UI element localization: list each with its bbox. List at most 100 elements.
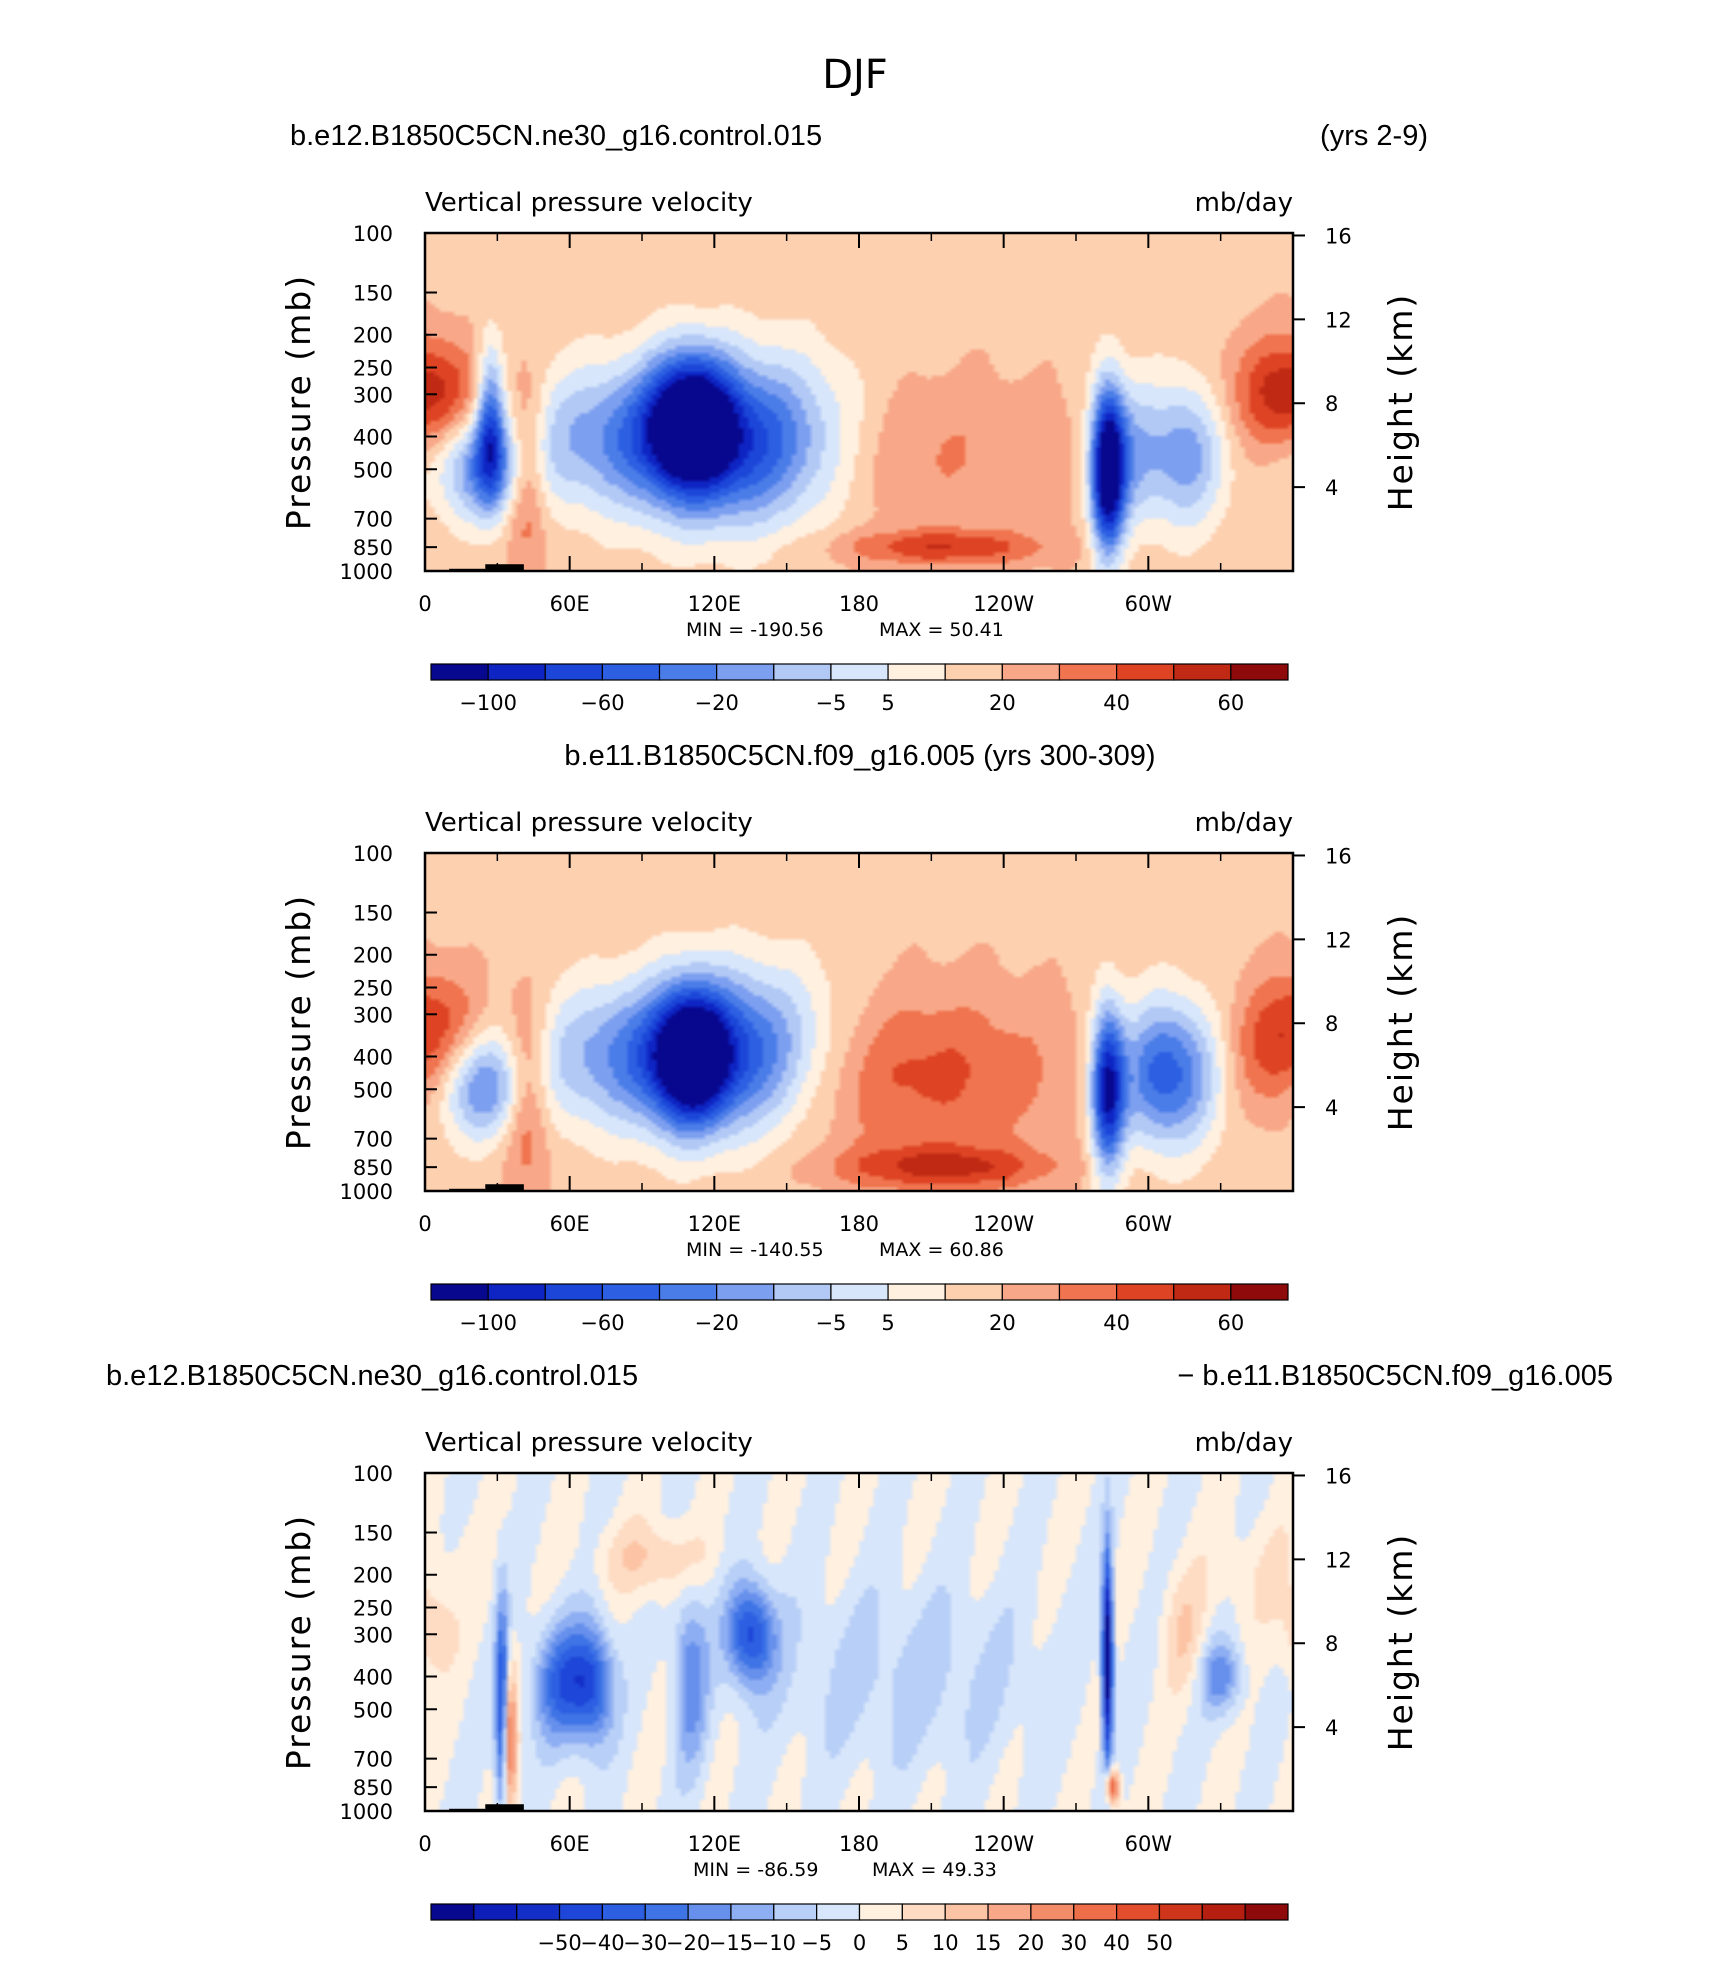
colorbar-label: 10 bbox=[932, 1931, 959, 1955]
y2-tick-label: 16 bbox=[1325, 224, 1352, 248]
colorbar-cell bbox=[816, 1903, 861, 1921]
colorbar-cell bbox=[644, 1903, 689, 1921]
units-label: mb/day bbox=[1195, 188, 1293, 218]
colorbar-label: 40 bbox=[1103, 1931, 1130, 1955]
colorbar-cell bbox=[1230, 1283, 1289, 1301]
colorbar-cell bbox=[516, 1903, 561, 1921]
colorbar-label: −5 bbox=[801, 1931, 832, 1955]
colorbar-cell bbox=[487, 663, 546, 681]
y2-tick-label: 12 bbox=[1325, 1548, 1352, 1572]
colorbar-label: −20 bbox=[695, 1311, 739, 1335]
y-tick-label: 200 bbox=[353, 944, 393, 968]
y-tick-label: 400 bbox=[353, 425, 393, 449]
colorbar-cell bbox=[430, 663, 489, 681]
max-label: MAX = 50.41 bbox=[879, 619, 1004, 641]
x-tick-label: 120E bbox=[688, 1832, 741, 1856]
y-tick-label: 100 bbox=[353, 1462, 393, 1486]
x-tick-label: 180 bbox=[839, 592, 879, 616]
colorbar-label: −5 bbox=[815, 691, 846, 715]
panel-3: b.e12.B1850C5CN.ne30_g16.control.015 − b.… bbox=[106, 1360, 1613, 1955]
panel-right-title: (yrs 2-9) bbox=[1320, 120, 1428, 152]
colorbar-label: 30 bbox=[1060, 1931, 1087, 1955]
y-tick-label: 300 bbox=[353, 1003, 393, 1027]
y-tick-label: 850 bbox=[353, 1776, 393, 1800]
y-tick-label: 250 bbox=[353, 357, 393, 381]
y2-tick-label: 8 bbox=[1325, 1012, 1338, 1036]
colorbar-cell bbox=[773, 663, 832, 681]
x-tick-label: 120E bbox=[688, 592, 741, 616]
y-tick-label: 1000 bbox=[340, 560, 393, 584]
colorbar-label: −30 bbox=[623, 1931, 667, 1955]
y-tick-label: 100 bbox=[353, 222, 393, 246]
min-label: MIN = -190.56 bbox=[686, 619, 824, 641]
colorbar-label: −15 bbox=[709, 1931, 753, 1955]
colorbar-cell bbox=[1201, 1903, 1246, 1921]
colorbar-cell bbox=[987, 1903, 1032, 1921]
max-label: MAX = 60.86 bbox=[879, 1239, 1004, 1261]
x-tick-label: 60E bbox=[550, 592, 590, 616]
y-tick-label: 300 bbox=[353, 383, 393, 407]
topography-mask bbox=[485, 1804, 524, 1811]
colorbar-label: 40 bbox=[1103, 691, 1130, 715]
y2-tick-label: 8 bbox=[1325, 1632, 1338, 1656]
colorbar-cell bbox=[1173, 1283, 1232, 1301]
y-tick-label: 1000 bbox=[340, 1800, 393, 1824]
colorbar-label: 20 bbox=[1018, 1931, 1045, 1955]
colorbar-cell bbox=[1001, 1283, 1061, 1301]
x-tick-label: 120W bbox=[973, 592, 1034, 616]
y-axis-label: Pressure (mb) bbox=[279, 1514, 318, 1770]
y2-tick-label: 4 bbox=[1325, 476, 1338, 500]
panels: b.e12.B1850C5CN.ne30_g16.control.015 (yrs… bbox=[106, 120, 1613, 1955]
y-tick-label: 700 bbox=[353, 508, 393, 532]
colorbar-label: −100 bbox=[459, 691, 517, 715]
colorbar-cell bbox=[830, 663, 889, 681]
colorbar-cell bbox=[887, 663, 946, 681]
min-label: MIN = -86.59 bbox=[693, 1859, 818, 1881]
colorbar-label: −100 bbox=[459, 1311, 517, 1335]
y-axis-label: Pressure (mb) bbox=[279, 274, 318, 530]
colorbar-cell bbox=[601, 1903, 646, 1921]
y-tick-label: 850 bbox=[353, 536, 393, 560]
y-tick-label: 500 bbox=[353, 458, 393, 482]
colorbar-label: 20 bbox=[989, 1311, 1016, 1335]
colorbar-cell bbox=[601, 663, 661, 681]
colorbar-cell bbox=[1173, 663, 1232, 681]
colorbar-label: −5 bbox=[815, 1311, 846, 1335]
x-tick-label: 180 bbox=[839, 1832, 879, 1856]
y2-tick-label: 4 bbox=[1325, 1096, 1338, 1120]
colorbar-label: 5 bbox=[896, 1931, 909, 1955]
colorbar-cell bbox=[1001, 663, 1061, 681]
y-tick-label: 850 bbox=[353, 1156, 393, 1180]
x-tick-label: 60E bbox=[550, 1832, 590, 1856]
y-tick-label: 700 bbox=[353, 1128, 393, 1152]
colorbar-cell bbox=[1030, 1903, 1075, 1921]
colorbar-label: −60 bbox=[580, 691, 624, 715]
y-axis-label: Pressure (mb) bbox=[279, 894, 318, 1150]
x-tick-label: 180 bbox=[839, 1212, 879, 1236]
y-tick-label: 250 bbox=[353, 977, 393, 1001]
y-tick-label: 200 bbox=[353, 324, 393, 348]
y2-tick-label: 12 bbox=[1325, 308, 1352, 332]
y-tick-label: 500 bbox=[353, 1698, 393, 1722]
colorbar-cell bbox=[658, 1283, 718, 1301]
x-tick-label: 0 bbox=[418, 592, 431, 616]
y-tick-label: 700 bbox=[353, 1748, 393, 1772]
x-tick-label: 60E bbox=[550, 1212, 590, 1236]
colorbar-cell bbox=[716, 1283, 775, 1301]
y2-tick-label: 4 bbox=[1325, 1716, 1338, 1740]
colorbar-cell bbox=[601, 1283, 661, 1301]
y-tick-label: 1000 bbox=[340, 1180, 393, 1204]
colorbar-label: 15 bbox=[975, 1931, 1002, 1955]
colorbar-cell bbox=[430, 1283, 489, 1301]
topography-mask bbox=[485, 564, 524, 571]
y2-tick-label: 8 bbox=[1325, 392, 1338, 416]
x-tick-label: 0 bbox=[418, 1212, 431, 1236]
panel-2: b.e11.B1850C5CN.f09_g16.005 (yrs 300-309… bbox=[279, 740, 1420, 1335]
panel-left-title: b.e12.B1850C5CN.ne30_g16.control.015 bbox=[290, 120, 822, 152]
colorbar-cell bbox=[773, 1283, 832, 1301]
colorbar-cell bbox=[1058, 663, 1118, 681]
x-tick-label: 60W bbox=[1125, 1212, 1173, 1236]
x-tick-label: 0 bbox=[418, 1832, 431, 1856]
colorbar-label: −20 bbox=[695, 691, 739, 715]
colorbar-label: −20 bbox=[666, 1931, 710, 1955]
